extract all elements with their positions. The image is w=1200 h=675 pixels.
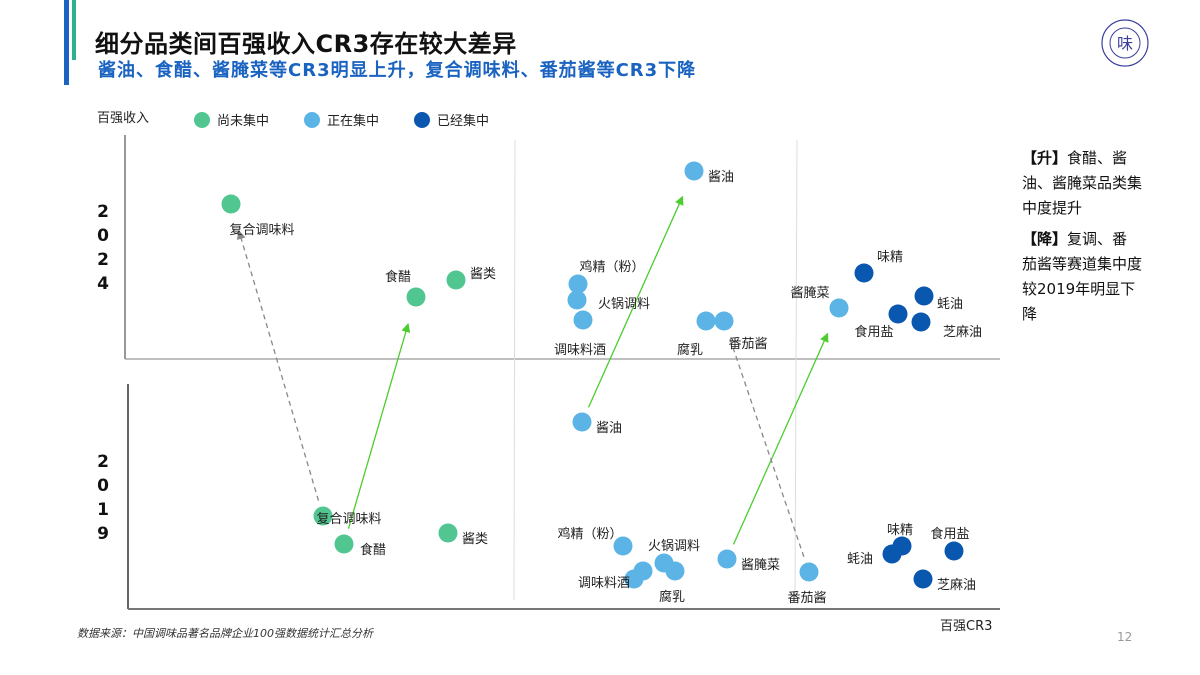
point-label: 酱类 (462, 532, 488, 547)
data-point (221, 194, 241, 214)
year-label: 2 (97, 202, 109, 222)
association-logo-icon: 味 (1101, 19, 1149, 67)
page-subtitle: 酱油、食醋、酱腌菜等CR3明显上升，复合调味料、番茄酱等CR3下降 (98, 60, 697, 81)
data-point (829, 298, 849, 318)
data-point (684, 161, 704, 181)
data-point (911, 312, 931, 332)
data-point (914, 286, 934, 306)
fall-arrow (728, 335, 805, 558)
point-label: 火锅调料 (598, 296, 650, 312)
year-label: 0 (97, 226, 109, 246)
point-label: 食醋 (360, 542, 386, 558)
year-label: 1 (97, 500, 109, 520)
rise-note: 【升】食醋、酱油、酱腌菜品类集中度提升 (1022, 149, 1143, 217)
data-point (882, 544, 902, 564)
point-label: 复合调味料 (316, 512, 381, 527)
point-label: 酱油 (596, 421, 622, 436)
point-label: 酱腌菜 (741, 558, 780, 573)
accent-bar-teal (72, 0, 76, 60)
rise-arrow (587, 195, 684, 408)
year-label: 9 (97, 524, 109, 544)
data-point (633, 561, 653, 581)
point-label: 味精 (887, 523, 913, 538)
point-label: 调味料酒 (578, 576, 630, 591)
data-point (573, 310, 593, 330)
point-label: 腐乳 (677, 343, 703, 358)
point-label: 番茄酱 (728, 337, 767, 352)
y-axis-label: 百强收入 (97, 111, 149, 126)
divider-line (794, 139, 798, 601)
point-label: 酱类 (470, 267, 496, 282)
legend-label: 尚未集中 (217, 113, 269, 129)
point-label: 腐乳 (659, 590, 685, 605)
data-point (613, 536, 633, 556)
data-point (854, 263, 874, 283)
svg-text:味: 味 (1117, 34, 1133, 53)
legend-marker (304, 112, 320, 128)
year-label: 2 (97, 452, 109, 472)
data-point (446, 270, 466, 290)
data-point (888, 304, 908, 324)
data-point (572, 412, 592, 432)
point-label: 食用盐 (854, 324, 893, 340)
point-label: 酱油 (708, 170, 734, 185)
data-point (406, 287, 426, 307)
page-title: 细分品类间百强收入CR3存在较大差异 (95, 30, 517, 58)
notes-panel: 【升】食醋、酱油、酱腌菜品类集中度提升 【降】复调、番茄酱等赛道集中度较2019… (1022, 146, 1142, 333)
point-label: 鸡精（粉） (557, 526, 622, 542)
accent-bar-blue (64, 0, 69, 85)
fall-note: 【降】复调、番茄酱等赛道集中度较2019年明显下降 (1022, 230, 1143, 323)
point-label: 蚝油 (937, 297, 963, 312)
legend-marker (194, 112, 210, 128)
rise-arrow (347, 323, 411, 529)
data-point (313, 506, 333, 526)
data-source: 数据来源：中国调味品著名品牌企业100强数据统计汇总分析 (77, 627, 373, 640)
point-label: 芝麻油 (943, 324, 982, 340)
point-label: 食用盐 (930, 526, 969, 542)
year-label: 0 (97, 476, 109, 496)
legend-marker (414, 112, 430, 128)
x-axis-label: 百强CR3 (940, 619, 992, 634)
data-point (568, 274, 588, 294)
divider-line (513, 139, 516, 601)
data-point (696, 311, 716, 331)
rise-arrow (732, 332, 829, 545)
year-label: 4 (97, 274, 109, 294)
page-number: 12 (1117, 630, 1133, 644)
year-label: 2 (97, 250, 109, 270)
data-point (665, 561, 685, 581)
point-label: 火锅调料 (648, 538, 700, 554)
data-point (944, 541, 964, 561)
point-label: 芝麻油 (937, 577, 976, 593)
legend-label: 正在集中 (327, 113, 379, 129)
point-label: 蚝油 (847, 552, 873, 567)
point-label: 味精 (877, 250, 903, 265)
point-label: 食醋 (385, 269, 411, 285)
point-label: 番茄酱 (787, 591, 826, 606)
legend-label: 已经集中 (437, 113, 489, 129)
point-label: 复合调味料 (229, 223, 294, 238)
data-point (714, 311, 734, 331)
data-point (567, 290, 587, 310)
point-label: 酱腌菜 (790, 286, 829, 301)
point-label: 调味料酒 (554, 343, 606, 358)
data-point (717, 549, 737, 569)
point-label: 鸡精（粉） (579, 259, 644, 275)
data-point (799, 562, 819, 582)
data-point (334, 534, 354, 554)
data-point (913, 569, 933, 589)
fall-arrow (236, 229, 320, 501)
data-point (438, 523, 458, 543)
